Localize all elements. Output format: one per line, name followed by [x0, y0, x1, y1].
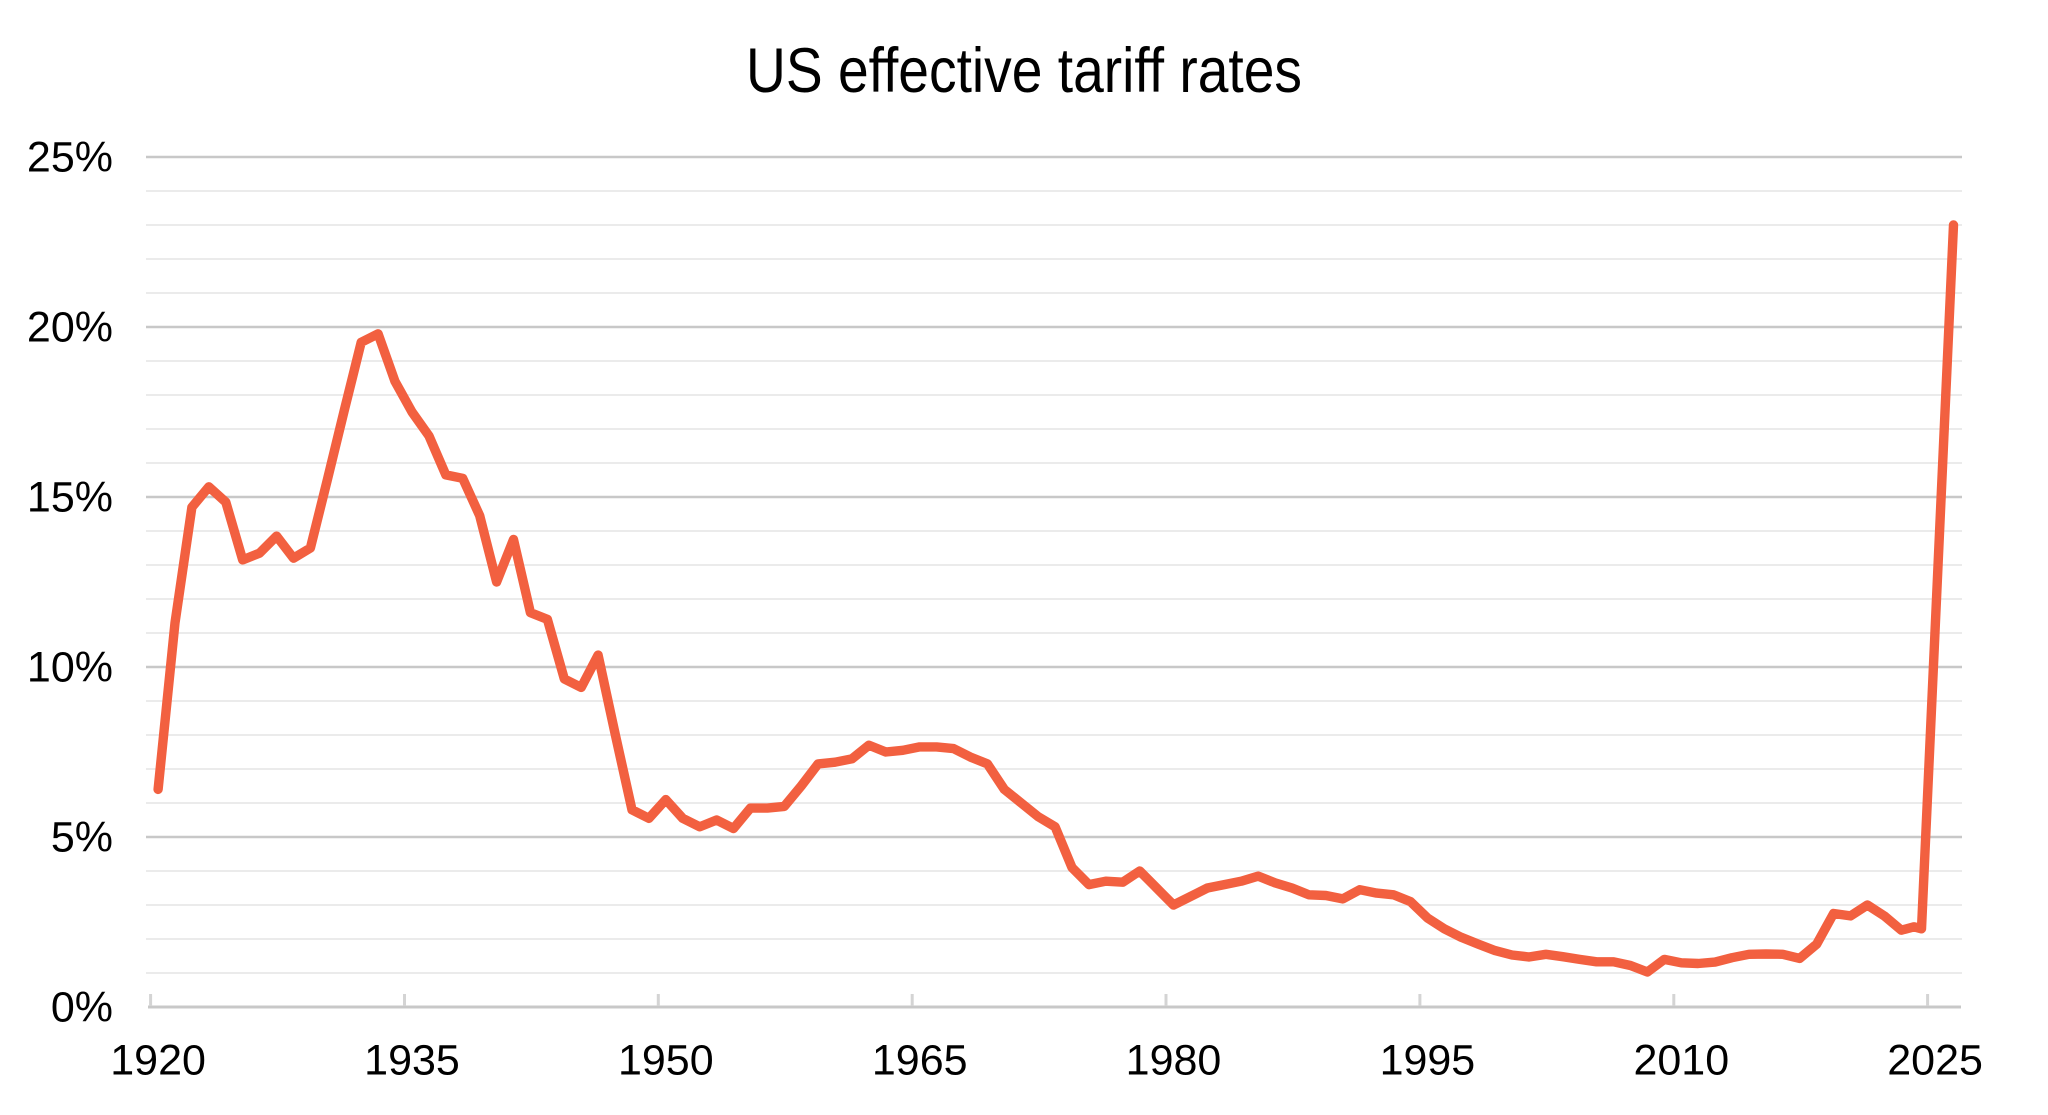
svg-text:5%: 5% [51, 814, 113, 862]
svg-text:25%: 25% [27, 134, 113, 182]
svg-text:15%: 15% [27, 474, 113, 522]
svg-text:2025: 2025 [1887, 1037, 1983, 1085]
svg-text:1995: 1995 [1380, 1037, 1476, 1085]
svg-text:1965: 1965 [872, 1037, 968, 1085]
svg-text:1935: 1935 [364, 1037, 460, 1085]
svg-text:0%: 0% [51, 984, 113, 1032]
svg-text:1980: 1980 [1126, 1037, 1222, 1085]
svg-text:US effective tariff rates: US effective tariff rates [746, 36, 1302, 106]
svg-text:20%: 20% [27, 304, 113, 352]
svg-text:2010: 2010 [1633, 1037, 1729, 1085]
svg-text:10%: 10% [27, 644, 113, 692]
svg-text:1950: 1950 [618, 1037, 714, 1085]
svg-text:1920: 1920 [110, 1037, 206, 1085]
